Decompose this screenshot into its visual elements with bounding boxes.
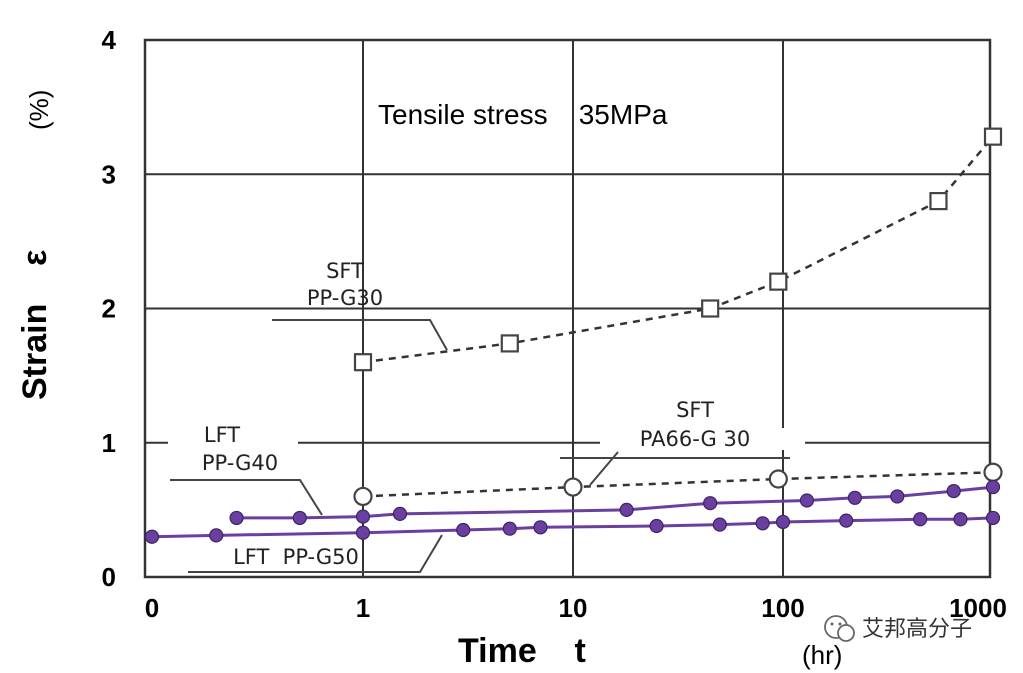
data-point-circle	[768, 469, 788, 489]
y-axis-unit: (%)	[24, 90, 54, 130]
series-label-lft-ppg50: LFT PP-G50	[233, 545, 359, 569]
x-axis-unit: (hr)	[802, 640, 842, 670]
data-point-dot	[229, 510, 244, 526]
series-label-sft-pa66g30-line1: SFT	[676, 398, 714, 422]
data-point-circle	[983, 462, 1003, 482]
series-label-sft-ppg30-line1: SFT	[326, 259, 364, 283]
data-point-dot	[946, 483, 961, 499]
data-point-dot	[712, 517, 727, 532]
x-tick-label: 0	[145, 593, 159, 623]
data-point-dot	[456, 522, 471, 538]
data-point-dot	[755, 516, 770, 531]
series-line-3	[151, 516, 994, 539]
data-point-circle	[563, 477, 583, 497]
label-leader-line	[188, 534, 443, 573]
series-line-2	[236, 485, 994, 520]
data-point-dot	[703, 496, 718, 511]
data-point-dot	[775, 514, 791, 530]
x-tick-labels: 0 1 10 100 1000	[145, 593, 1007, 623]
data-point-square	[769, 272, 788, 291]
x-tick-label: 1	[356, 593, 370, 623]
data-point-dot	[985, 479, 1001, 495]
series-line-0	[362, 135, 994, 364]
data-point-dot	[890, 489, 905, 504]
x-axis-title: Time t	[458, 632, 586, 670]
wechat-icon	[824, 615, 855, 642]
data-point-dot	[799, 493, 815, 508]
y-tick-label: 4	[102, 25, 117, 55]
x-tick-label: 100	[761, 593, 804, 623]
grid-lines	[145, 40, 990, 577]
data-point-circle	[353, 486, 373, 507]
label-leader-line	[589, 451, 619, 486]
data-point-dot	[392, 506, 408, 522]
watermark-text: 艾邦高分子	[862, 617, 972, 642]
series-layer	[144, 127, 1003, 544]
data-point-dot	[209, 528, 224, 543]
data-point-dot	[985, 510, 1001, 526]
label-backdrop	[600, 428, 805, 450]
series-line-1	[362, 471, 994, 498]
data-point-dot	[649, 518, 664, 534]
data-point-square	[983, 127, 1003, 146]
y-tick-labels: 0 1 2 3 4	[102, 25, 117, 592]
chart-title: Tensile stress 35MPa	[378, 99, 668, 130]
data-point-dot	[533, 520, 548, 535]
x-tick-label: 1000	[949, 593, 1007, 623]
label-leader-line	[272, 319, 448, 351]
data-point-dot	[913, 512, 928, 527]
y-axis-title: Strain ε	[16, 250, 54, 400]
series-label-sft-pa66g30-line2: PA66-G 30	[640, 427, 750, 451]
series-label-lft-ppg40-line1: LFT	[204, 423, 240, 447]
data-point-dot	[292, 510, 307, 526]
label-leader-line	[170, 479, 323, 516]
label-backdrop	[168, 426, 298, 446]
data-point-dot	[144, 529, 160, 544]
plot-frame	[143, 38, 992, 579]
data-point-square	[929, 192, 948, 211]
data-point-dot	[847, 490, 863, 505]
y-tick-label: 2	[102, 294, 116, 324]
x-tick-label: 10	[559, 593, 588, 623]
data-point-dot	[619, 502, 634, 517]
data-point-dot	[355, 525, 371, 540]
data-point-dot	[839, 513, 854, 528]
y-tick-label: 1	[102, 428, 116, 458]
data-point-dot	[355, 509, 371, 524]
series-label-lft-ppg40-line2: PP-G40	[202, 451, 278, 475]
data-point-square	[353, 353, 373, 372]
y-tick-label: 3	[102, 159, 116, 189]
data-point-square	[701, 299, 720, 318]
series-label-sft-ppg30-line2: PP-G30	[307, 286, 383, 310]
y-tick-label: 0	[102, 562, 116, 592]
label-leaders	[170, 319, 790, 573]
data-point-dot	[502, 521, 517, 536]
data-point-dot	[953, 512, 968, 527]
data-point-square	[500, 334, 519, 353]
